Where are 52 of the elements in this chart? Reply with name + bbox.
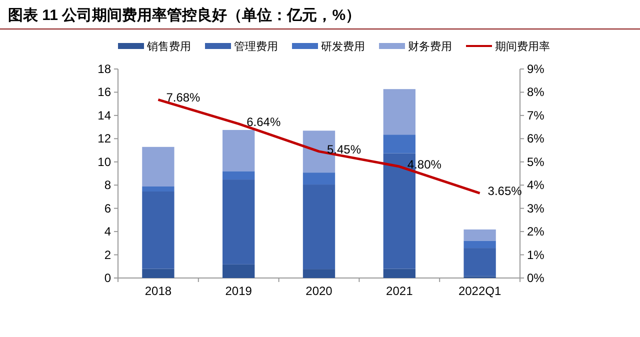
bar <box>383 89 416 135</box>
y-tick-label: 0 <box>104 271 112 285</box>
bar <box>464 240 496 248</box>
x-tick-label: 2019 <box>225 284 252 298</box>
bar <box>302 172 336 185</box>
y-tick-label: 4 <box>104 224 112 239</box>
legend-label: 财务费用 <box>408 40 452 53</box>
y2-tick-label: 6% <box>527 132 545 146</box>
bar <box>142 186 174 192</box>
y2-tick-label: 0% <box>527 271 545 285</box>
y2-tick-label: 4% <box>527 178 545 192</box>
bar <box>222 130 255 172</box>
y2-tick-label: 8% <box>527 85 545 100</box>
bar <box>142 268 174 278</box>
y-tick-label: 6 <box>104 201 112 216</box>
y-tick-label: 16 <box>98 85 112 100</box>
chart-title: 图表 11 公司期间费用率管控良好（单位：亿元，%） <box>8 6 361 24</box>
y2-tick-label: 7% <box>527 108 545 122</box>
y-tick-label: 12 <box>98 132 112 146</box>
y2-tick-label: 2% <box>527 224 545 239</box>
y2-tick-label: 3% <box>527 201 545 216</box>
bar <box>142 146 174 187</box>
legend-label: 销售费用 <box>146 40 191 53</box>
data-label: 6.64% <box>246 114 281 129</box>
y2-tick-label: 1% <box>527 248 545 262</box>
x-tick-label: 2018 <box>144 284 172 298</box>
y-tick-label: 14 <box>98 108 112 122</box>
x-tick-label: 2022Q1 <box>458 284 502 298</box>
x-tick-label: 2021 <box>386 284 414 298</box>
y-tick-label: 8 <box>104 178 112 192</box>
x-tick-label: 2020 <box>306 284 333 298</box>
bar <box>464 229 496 241</box>
bar <box>222 180 255 264</box>
y-tick-label: 10 <box>98 154 112 169</box>
bar <box>383 134 416 154</box>
y2-tick-label: 9% <box>527 62 545 76</box>
legend-label: 管理费用 <box>234 40 278 53</box>
y-tick-label: 2 <box>104 248 112 262</box>
bar <box>383 268 416 278</box>
bar <box>222 264 255 278</box>
bar <box>302 184 336 270</box>
y2-tick-label: 5% <box>527 154 545 169</box>
data-label: 5.45% <box>327 142 362 156</box>
bar <box>302 269 336 278</box>
legend-label: 期间费用率 <box>495 40 550 53</box>
bar <box>142 191 174 269</box>
bar <box>222 171 255 180</box>
data-label: 7.68% <box>166 90 201 105</box>
data-label: 3.65% <box>488 184 522 198</box>
bar <box>464 248 496 276</box>
legend-label: 研发费用 <box>321 40 365 53</box>
y-tick-label: 18 <box>98 62 112 76</box>
